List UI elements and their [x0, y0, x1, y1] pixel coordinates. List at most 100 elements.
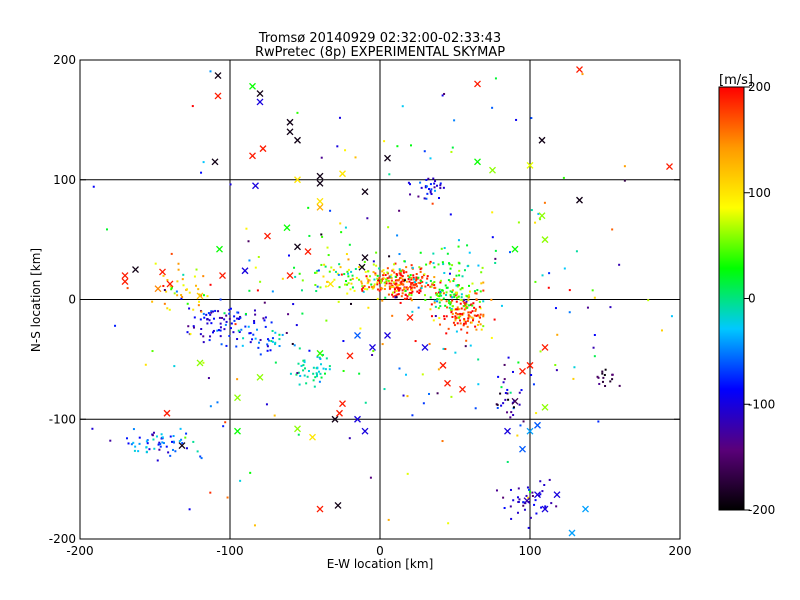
- data-point: [202, 294, 205, 297]
- data-point: [555, 505, 558, 508]
- data-point: [409, 183, 412, 186]
- data-point: [480, 271, 483, 274]
- data-point: [431, 202, 434, 205]
- data-point: [126, 287, 129, 290]
- data-point-cross: [216, 245, 223, 253]
- data-point: [320, 376, 323, 379]
- data-point: [419, 251, 422, 254]
- data-point: [151, 350, 154, 353]
- data-point-cross: [504, 427, 511, 435]
- data-point: [316, 285, 319, 288]
- data-point: [381, 343, 384, 346]
- data-point-cross: [163, 409, 171, 417]
- data-point: [448, 272, 451, 275]
- data-point: [386, 277, 389, 280]
- data-point-cross: [211, 158, 219, 166]
- data-point-cross: [576, 196, 583, 204]
- data-point: [385, 280, 388, 283]
- data-point: [433, 186, 436, 189]
- data-point: [91, 427, 94, 430]
- data-point: [415, 285, 418, 288]
- data-point: [591, 289, 594, 292]
- data-point: [92, 185, 95, 188]
- data-point: [145, 446, 148, 449]
- data-point: [181, 295, 184, 298]
- data-point: [388, 255, 391, 258]
- data-point: [186, 288, 189, 291]
- data-point: [197, 288, 200, 291]
- data-point: [408, 293, 411, 296]
- data-point: [403, 279, 406, 282]
- data-point: [193, 316, 196, 319]
- data-point: [228, 334, 231, 337]
- data-point: [154, 262, 157, 265]
- data-point: [208, 339, 211, 342]
- data-point: [394, 288, 397, 291]
- data-point: [575, 250, 578, 253]
- data-point: [209, 313, 212, 316]
- data-point: [166, 278, 169, 281]
- data-point: [340, 273, 343, 276]
- data-point: [374, 272, 377, 275]
- data-point: [350, 270, 353, 273]
- data-point: [338, 286, 341, 289]
- data-point: [369, 275, 372, 278]
- data-point: [597, 376, 600, 379]
- data-point: [322, 275, 325, 278]
- data-point: [421, 373, 424, 376]
- data-point: [482, 325, 485, 328]
- data-point: [424, 185, 427, 188]
- data-point: [302, 359, 305, 362]
- data-point: [180, 297, 183, 300]
- data-point: [472, 317, 475, 320]
- data-point: [220, 343, 223, 346]
- data-point: [188, 307, 191, 310]
- data-point: [544, 505, 547, 508]
- data-point: [520, 389, 523, 392]
- data-point: [434, 305, 437, 308]
- data-point: [211, 310, 214, 313]
- data-point: [609, 380, 612, 383]
- data-point: [328, 368, 331, 371]
- data-point: [482, 315, 485, 318]
- data-point: [431, 282, 434, 285]
- data-point-cross: [196, 292, 204, 300]
- data-point-cross: [336, 409, 343, 417]
- data-point: [395, 296, 398, 299]
- data-point: [410, 299, 413, 302]
- data-point: [254, 337, 257, 340]
- data-point: [312, 372, 315, 375]
- data-point: [593, 334, 596, 337]
- data-point: [344, 149, 347, 152]
- data-point: [303, 361, 306, 364]
- data-point-cross: [159, 268, 166, 276]
- data-point: [494, 261, 497, 264]
- data-point: [236, 317, 239, 320]
- data-point-cross: [283, 224, 291, 232]
- data-point: [161, 436, 164, 439]
- data-point: [494, 257, 497, 260]
- data-point: [403, 260, 406, 263]
- data-point: [381, 270, 384, 273]
- data-point: [192, 440, 195, 443]
- data-point: [404, 293, 407, 296]
- grid-lines: [80, 60, 680, 539]
- data-point: [339, 266, 342, 269]
- data-point: [410, 282, 413, 285]
- data-point: [660, 329, 663, 332]
- data-point: [411, 414, 414, 417]
- data-point: [508, 251, 511, 254]
- data-point: [459, 288, 462, 291]
- data-point: [349, 288, 352, 291]
- data-point: [376, 288, 379, 291]
- data-point: [372, 271, 375, 274]
- data-point: [517, 361, 520, 364]
- data-point: [181, 278, 184, 281]
- data-point: [396, 274, 399, 277]
- data-point: [151, 434, 154, 437]
- data-point: [443, 317, 446, 320]
- data-point: [458, 262, 461, 265]
- data-point: [424, 285, 427, 288]
- data-point: [511, 370, 514, 373]
- data-point-cross: [519, 445, 526, 453]
